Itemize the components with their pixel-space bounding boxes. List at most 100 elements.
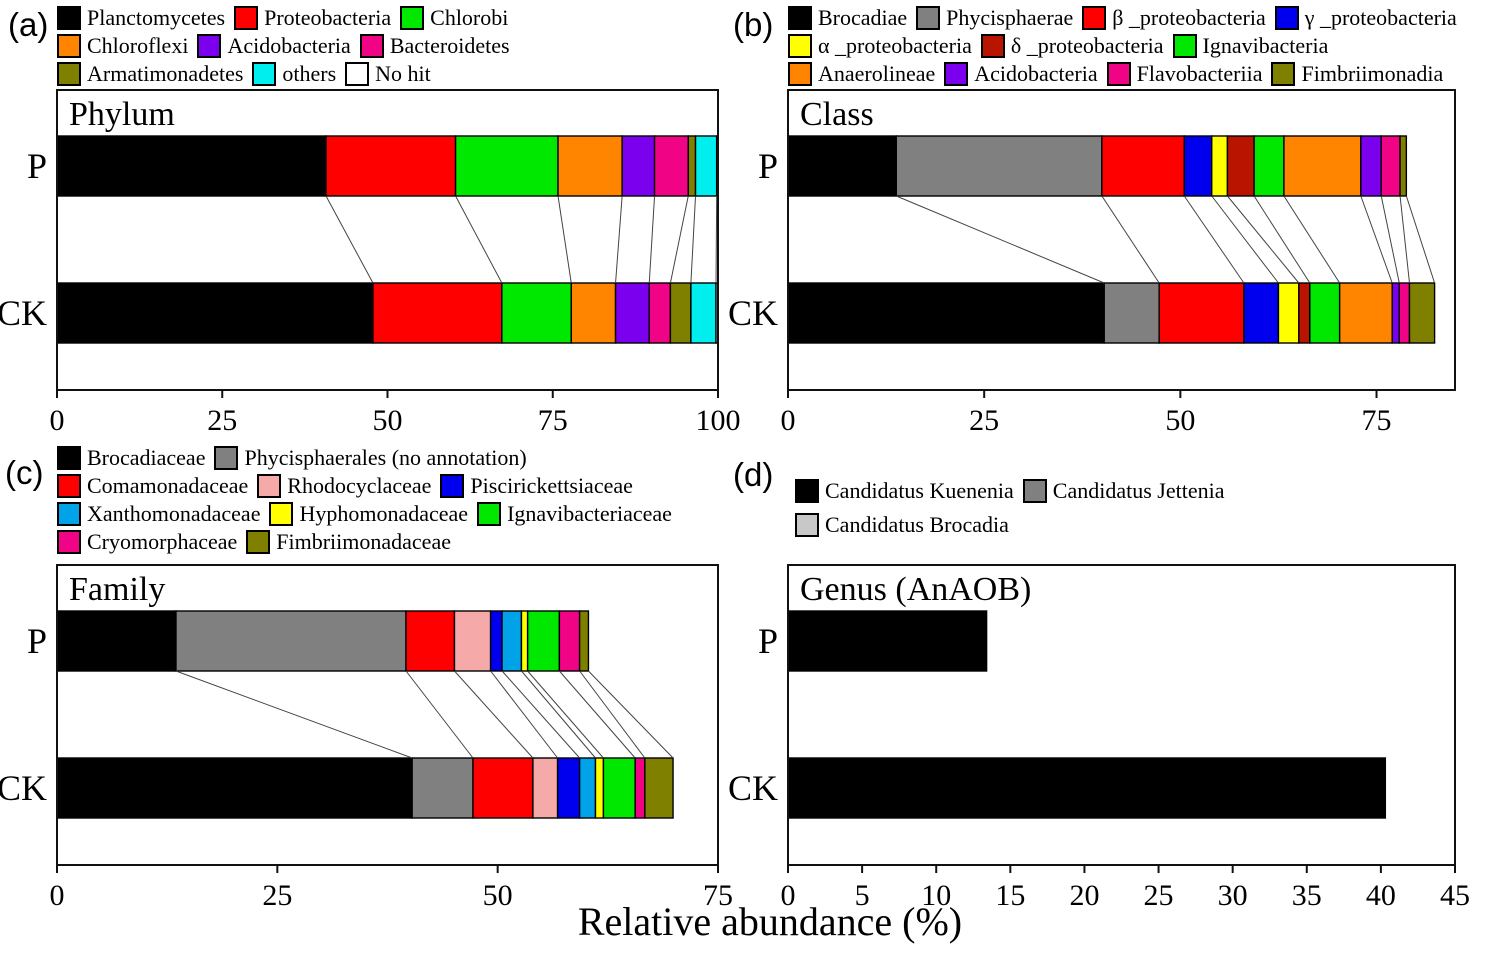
panel-b-connector-anaerolineae (1360, 195, 1393, 284)
panel-b-bar-p-fimbriimonadia (1399, 135, 1408, 197)
legend-item-fimbriimonadaceae: Fimbriimonadaceae (246, 530, 451, 554)
panel-b-bar-p-brocadiae (787, 135, 897, 197)
panel-b-connector-flavobacteriia (1399, 195, 1410, 284)
panel-c-connector-rhodocyclaceae (490, 670, 558, 759)
legend-item-candidatus-brocadia: Candidatus Brocadia (795, 513, 1009, 537)
legend-item-ignavibacteriaceae: Ignavibacteriaceae (477, 502, 672, 526)
panel-a-bar-p-planctomycetes (56, 135, 327, 197)
legend-swatch-anaerolineae (788, 62, 812, 86)
legend-label-piscirickettsiaceae: Piscirickettsiaceae (470, 473, 633, 498)
panel-b-connector-proteobacteria (1211, 195, 1279, 284)
legend-item-others: others (252, 62, 336, 86)
panel-d-tick-label-40: 40 (1366, 879, 1396, 912)
panel-c-tick-label-25: 25 (262, 879, 292, 912)
legend-label-flavobacteriia: Flavobacteriia (1136, 61, 1263, 86)
panel-b-bar-ck-proteobacteria (1277, 282, 1300, 344)
panel-c-connector-piscirickettsiaceae (501, 670, 581, 759)
panel-b-tick-label-50: 50 (1165, 404, 1195, 437)
panel-d-legend: Candidatus Kuenenia Candidatus Jettenia Ca… (795, 474, 1233, 542)
panel-b-connector-ignavibacteria (1283, 195, 1341, 284)
panel-a-connector-proteobacteria (455, 195, 503, 284)
legend-item-proteobacteria: Proteobacteria (234, 6, 391, 30)
panel-a-category-label-ck: CK (0, 293, 47, 333)
panel-c-bar-p-phycisphaerales-no-annotation (175, 610, 407, 672)
panel-c-connector-phycisphaerales-no-annotation (405, 670, 474, 759)
legend-swatch-proteobacteria (1274, 6, 1299, 30)
panel-a-bar-p-bacteroidetes (653, 135, 689, 197)
legend-item-anaerolineae: Anaerolineae (788, 62, 935, 86)
legend-item-bacteroidetes: Bacteroidetes (359, 34, 510, 58)
panel-d-tick-label-0: 0 (781, 879, 796, 912)
legend-label-anaerolineae: Anaerolineae (818, 61, 936, 86)
legend-swatch-cryomorphaceae (57, 530, 81, 554)
legend-label-acidobacteria: Acidobacteria (974, 61, 1098, 86)
panel-b-bar-p-anaerolineae (1283, 135, 1362, 197)
panel-b-bar-ck-ignavibacteria (1309, 282, 1341, 344)
panel-c-legend-row-4: Cryomorphaceae Fimbriimonadaceae (57, 528, 681, 556)
legend-item-flavobacteriia: Flavobacteriia (1106, 61, 1263, 86)
legend-item-phycisphaerae: Phycisphaerae (916, 6, 1073, 30)
legend-label-candidatus-brocadia: Candidatus Brocadia (825, 512, 1009, 537)
panel-a-connector-bacteroidetes (669, 195, 689, 284)
panel-a-connector-planctomycetes (325, 195, 374, 284)
panel-a-category-label-p: P (27, 146, 47, 186)
panel-c-bar-ck-fimbriimonadaceae (644, 757, 674, 819)
panel-a-bar-p-armatimonadetes (687, 135, 697, 197)
legend-label-others: others (282, 61, 337, 86)
panel-c-connector-xanthomonadaceae (521, 670, 596, 759)
panel-a-bar-p-acidobacteria (621, 135, 656, 197)
panel-a-tag: (a) (8, 6, 49, 43)
panel-c-category-label-p: P (27, 621, 47, 661)
legend-item-proteobacteria: α _proteobacteria (788, 34, 972, 58)
panel-b-frame (787, 89, 1456, 391)
panel-d-category-label-ck: CK (728, 768, 778, 808)
legend-swatch-acidobacteria (944, 62, 969, 86)
legend-item-xanthomonadaceae: Xanthomonadaceae (57, 502, 260, 526)
panel-b-bar-p-flavobacteriia (1380, 135, 1401, 197)
legend-item-proteobacteria: γ _proteobacteria (1274, 5, 1457, 30)
panel-a-bar-ck-others (690, 282, 717, 344)
legend-label-brocadiae: Brocadiae (818, 5, 908, 30)
legend-item-hyphomonadaceae: Hyphomonadaceae (269, 502, 468, 526)
legend-label-cryomorphaceae: Cryomorphaceae (87, 529, 238, 554)
legend-label-ignavibacteria: Ignavibacteria (1202, 33, 1329, 58)
legend-swatch-candidatus-kuenenia (795, 479, 819, 503)
legend-item-chloroflexi: Chloroflexi (57, 34, 188, 58)
legend-swatch-others (252, 62, 277, 86)
panel-b-legend: Brocadiae Phycisphaerae β _proteobacteria γ… (788, 4, 1466, 88)
legend-swatch-ignavibacteriaceae (477, 502, 502, 526)
panel-a-bar-p-proteobacteria (325, 135, 457, 197)
legend-label-proteobacteria: Proteobacteria (264, 5, 392, 30)
legend-item-rhodocyclaceae: Rhodocyclaceae (257, 474, 431, 498)
panel-b-tick-label-25: 25 (969, 404, 999, 437)
panel-b-category-label-ck: CK (728, 293, 778, 333)
legend-label-fimbriimonadia: Fimbriimonadia (1301, 61, 1444, 86)
panel-b-connector-fimbriimonadia (1405, 195, 1436, 284)
panel-c-bar-p-comamonadaceae (405, 610, 456, 672)
legend-item-piscirickettsiaceae: Piscirickettsiaceae (440, 473, 633, 498)
panel-b-connector-proteobacteria (1253, 195, 1311, 284)
legend-label-planctomycetes: Planctomycetes (87, 5, 226, 30)
panel-c-bar-p-rhodocyclaceae (453, 610, 492, 672)
legend-label-phycisphaerae: Phycisphaerae (946, 5, 1074, 30)
legend-label-proteobacteria: δ _proteobacteria (1010, 33, 1164, 58)
legend-swatch-xanthomonadaceae (57, 502, 81, 526)
panel-b-bar-p-phycisphaerae (895, 135, 1103, 197)
legend-item-proteobacteria: β _proteobacteria (1082, 6, 1266, 30)
panel-c-connector-cryomorphaceae (579, 670, 646, 759)
legend-item-ignavibacteria: Ignavibacteria (1172, 33, 1329, 58)
panel-c-bar-ck-ignavibacteriaceae (602, 757, 636, 819)
panel-c-bar-ck-brocadiaceae (56, 757, 413, 819)
panel-a-connector-chlorobi (557, 195, 572, 284)
panel-b-bar-ck-proteobacteria (1298, 282, 1311, 344)
panel-b-bar-p-proteobacteria (1226, 135, 1255, 197)
panel-b-legend-row-3: Anaerolineae Acidobacteria Flavobacteriia F… (788, 60, 1466, 88)
legend-label-chloroflexi: Chloroflexi (87, 33, 189, 58)
legend-item-cryomorphaceae: Cryomorphaceae (57, 530, 237, 554)
legend-item-fimbriimonadia: Fimbriimonadia (1271, 62, 1443, 86)
panel-b-bar-p-proteobacteria (1183, 135, 1213, 197)
legend-label-proteobacteria: γ _proteobacteria (1304, 5, 1457, 30)
panel-b-bar-ck-fimbriimonadia (1408, 282, 1436, 344)
